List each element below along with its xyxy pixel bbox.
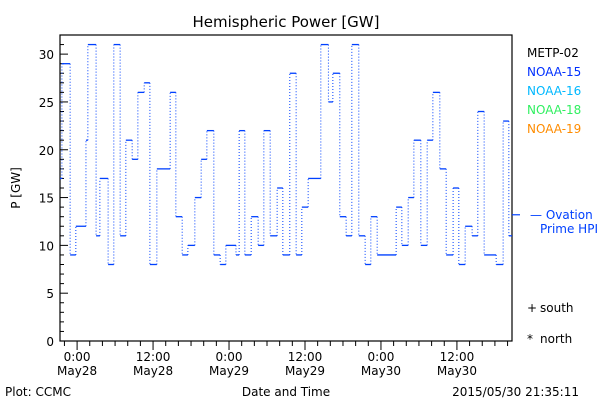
y-axis: 0 5 10 15 20 25 30 bbox=[39, 34, 68, 349]
footer-credit: Plot: CCMC bbox=[5, 385, 71, 399]
legend-item: METP-02 bbox=[527, 46, 579, 60]
x-tick-time: 0:00 bbox=[64, 350, 91, 364]
chart-title: Hemispheric Power [GW] bbox=[193, 13, 380, 31]
legend-item: NOAA-15 bbox=[527, 65, 581, 79]
x-axis: 0:00May2812:00May280:00May2912:00May290:… bbox=[57, 341, 509, 378]
x-tick-time: 12:00 bbox=[440, 350, 475, 364]
legend: METP-02 NOAA-15 NOAA-16 NOAA-18 NOAA-19 bbox=[527, 46, 581, 136]
legend-item: NOAA-18 bbox=[527, 103, 581, 117]
plot-frame bbox=[59, 34, 513, 342]
x-tick-date: May29 bbox=[285, 364, 325, 378]
y-tick-label: 5 bbox=[46, 287, 54, 301]
y-tick-label: 0 bbox=[46, 335, 54, 349]
x-tick-date: May30 bbox=[361, 364, 401, 378]
y-tick-label: 20 bbox=[39, 144, 54, 158]
x-tick-time: 0:00 bbox=[367, 350, 394, 364]
footer-timestamp: 2015/05/30 21:35:11 bbox=[452, 385, 579, 399]
x-tick-time: 12:00 bbox=[288, 350, 323, 364]
x-tick-date: May29 bbox=[209, 364, 249, 378]
x-tick-date: May28 bbox=[133, 364, 173, 378]
marker-north: * bbox=[527, 332, 533, 346]
y-axis-label: P [GW] bbox=[9, 167, 23, 209]
y-tick-label: 25 bbox=[39, 96, 54, 110]
y-tick-label: 15 bbox=[39, 192, 54, 206]
x-tick-time: 0:00 bbox=[216, 350, 243, 364]
series-lines bbox=[60, 43, 512, 266]
ovation-label: — Ovation bbox=[530, 208, 593, 222]
legend-item: NOAA-16 bbox=[527, 84, 581, 98]
x-axis-label: Date and Time bbox=[242, 385, 330, 399]
x-tick-time: 12:00 bbox=[136, 350, 171, 364]
ovation-label-2: Prime HPI bbox=[540, 222, 598, 236]
marker-south-label: south bbox=[540, 301, 574, 315]
y-tick-label: 10 bbox=[39, 239, 54, 253]
legend-item: NOAA-19 bbox=[527, 122, 581, 136]
x-tick-date: May28 bbox=[57, 364, 97, 378]
marker-south: + bbox=[527, 301, 537, 315]
marker-north-label: north bbox=[540, 332, 572, 346]
y-tick-label: 30 bbox=[39, 48, 54, 62]
x-tick-date: May30 bbox=[437, 364, 477, 378]
